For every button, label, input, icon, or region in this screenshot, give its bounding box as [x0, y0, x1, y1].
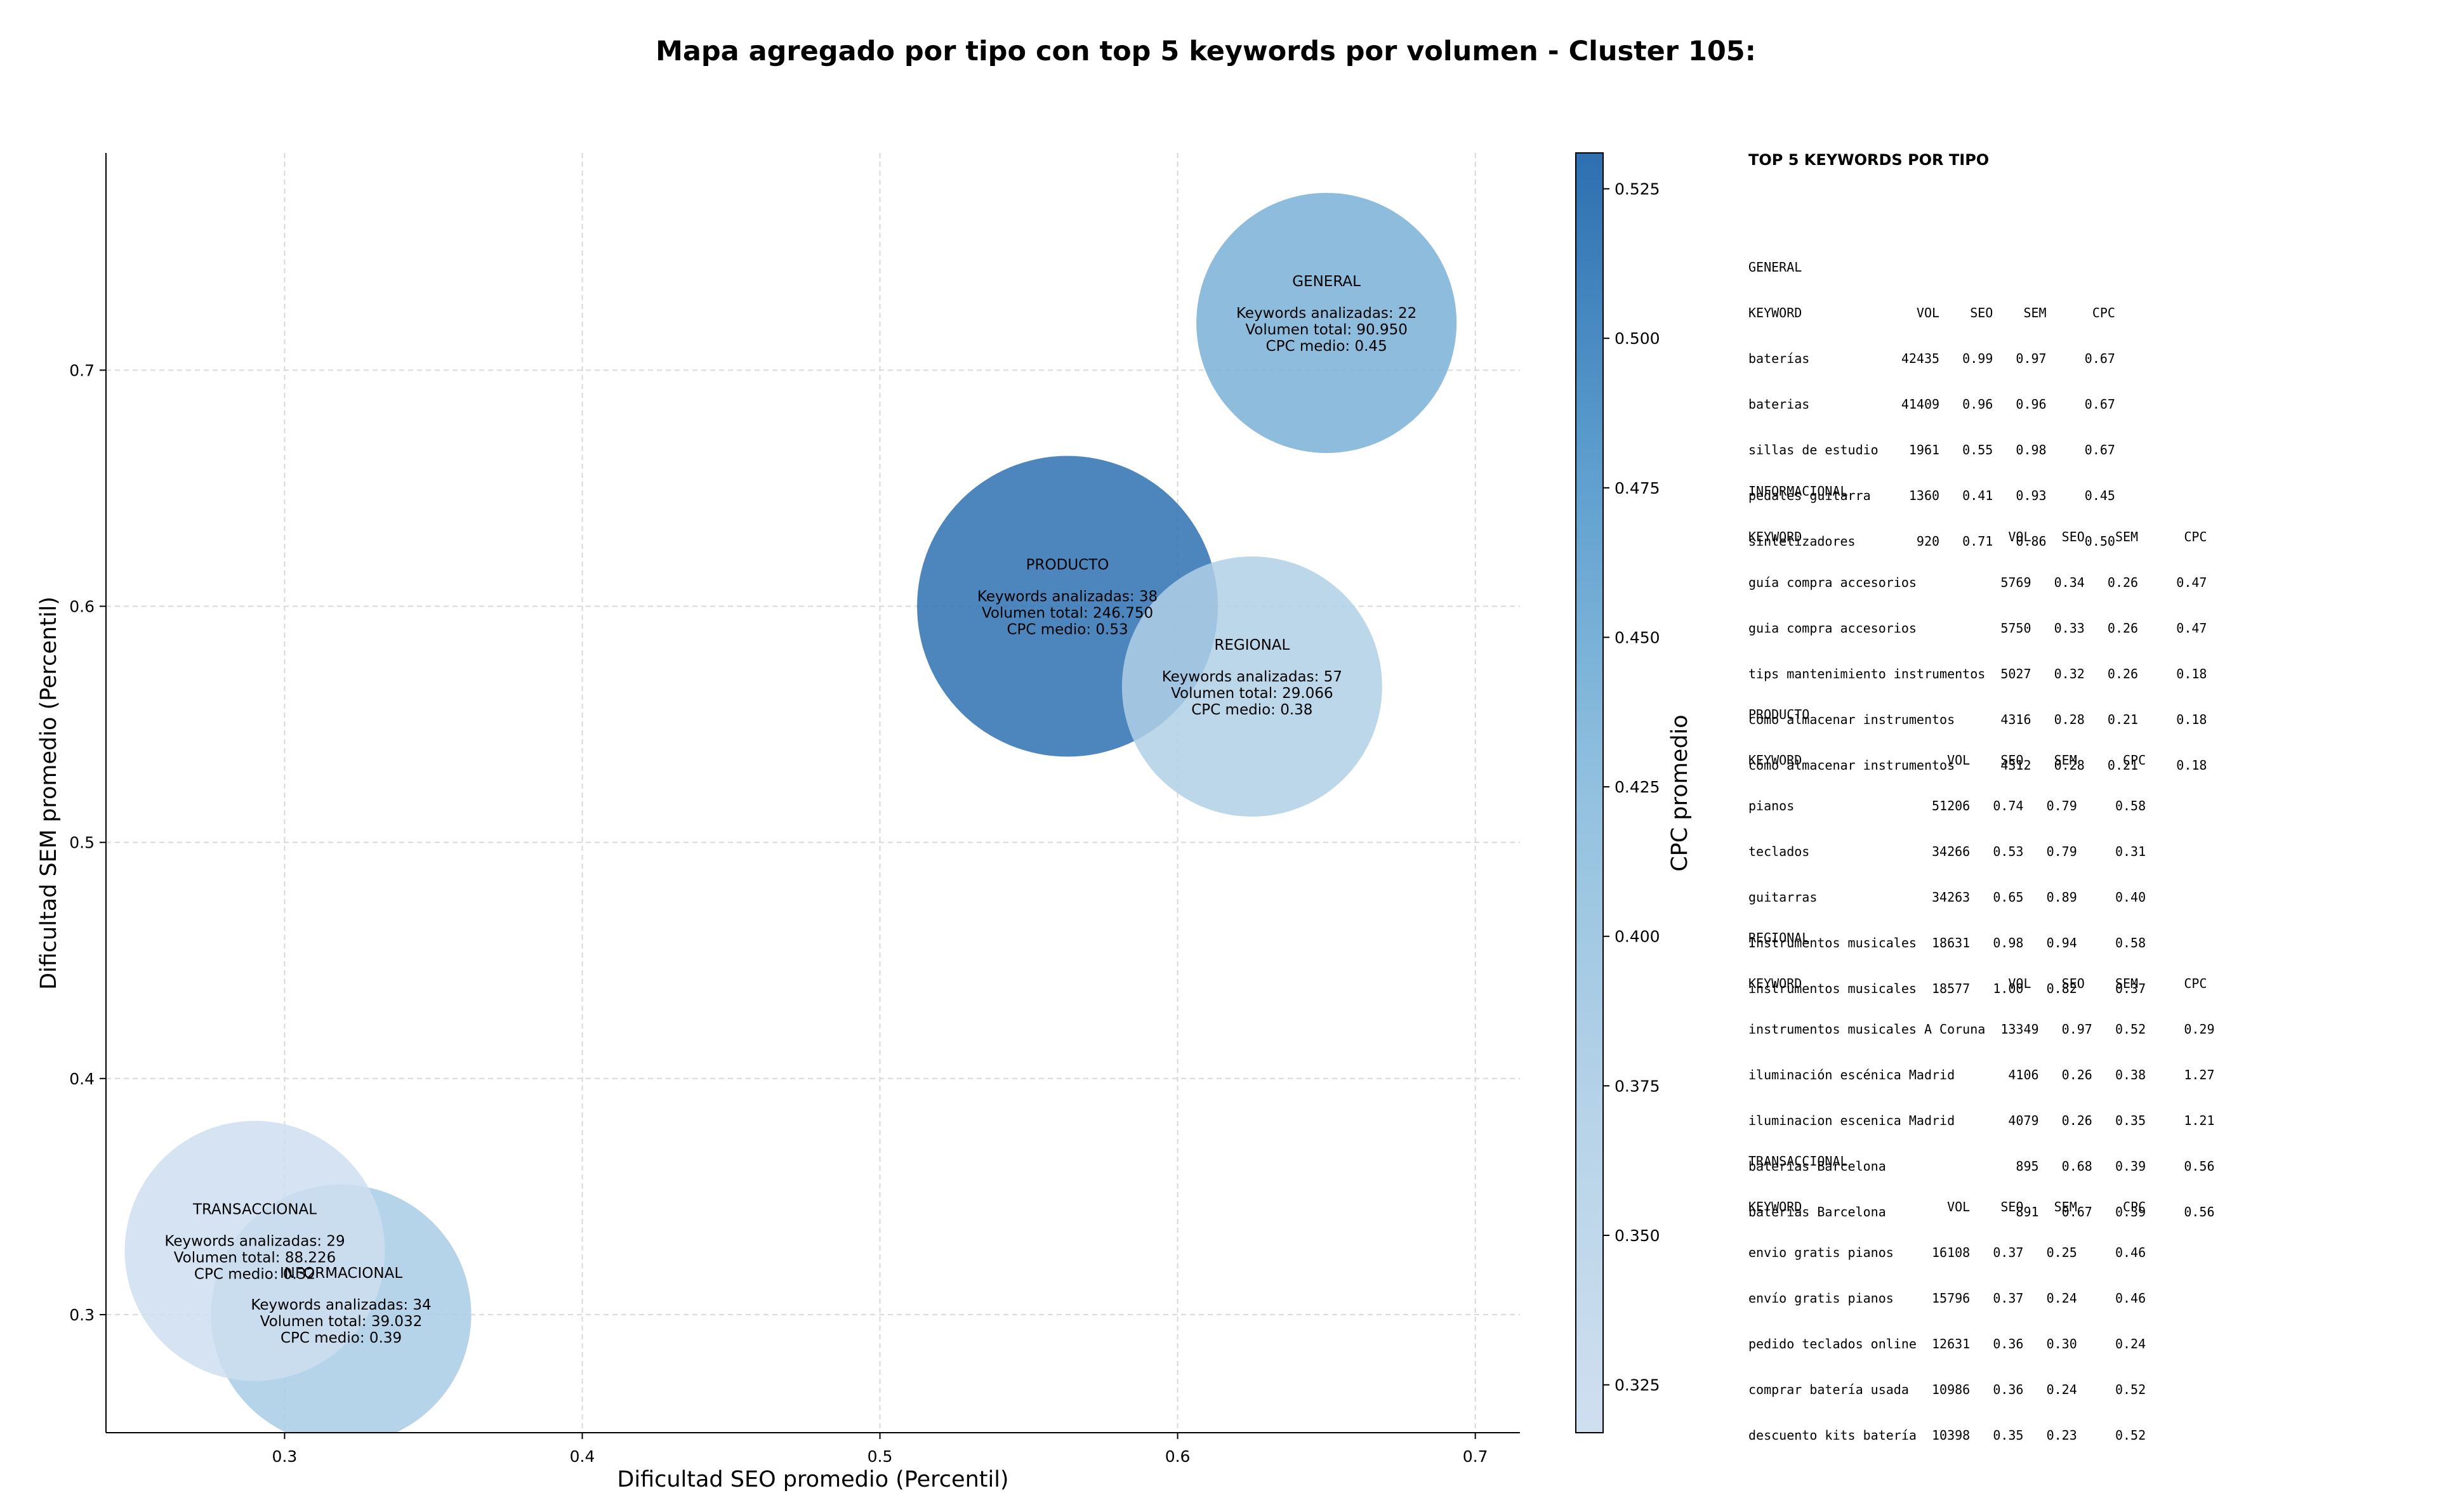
bubble-title: REGIONAL — [1214, 637, 1290, 654]
table-line: baterias 41409 0.96 0.96 0.67 — [1748, 397, 2115, 412]
chart-title: Mapa agregado por tipo con top 5 keyword… — [656, 36, 1756, 67]
bubble-label: CPC medio: 0.39 — [281, 1330, 402, 1346]
table-line: como almacenar instrumentos 4316 0.28 0.… — [1748, 712, 2207, 727]
bubble-regional — [1121, 556, 1382, 817]
table-line: iluminación escénica Madrid 4106 0.26 0.… — [1748, 1067, 2215, 1082]
table-line: baterías Barcelona 891 0.67 0.39 0.56 — [1748, 1204, 2215, 1219]
table-line: envio gratis pianos 16108 0.37 0.25 0.46 — [1748, 1245, 2146, 1260]
colorbar-label: CPC promedio — [1667, 714, 1693, 871]
bubble-label: Volumen total: 29.066 — [1171, 685, 1333, 702]
x-tick-label: 0.5 — [868, 1447, 893, 1466]
table-line: KEYWORD VOL SEO SEM CPC — [1748, 529, 2207, 544]
bubble-label: Volumen total: 246.750 — [982, 605, 1153, 622]
colorbar — [1575, 152, 1604, 1433]
bubble-label: Keywords analizadas: 38 — [977, 589, 1158, 605]
bubble-label: Keywords analizadas: 29 — [164, 1233, 345, 1249]
bubble-transaccional — [124, 1121, 385, 1381]
table-line: KEYWORD VOL SEO SEM CPC — [1748, 976, 2207, 991]
bubble-label: Volumen total: 39.032 — [260, 1313, 423, 1330]
y-tick-label: 0.4 — [69, 1070, 95, 1088]
bubble-general — [1196, 192, 1457, 453]
table-line: KEYWORD VOL SEO SEM CPC — [1748, 1199, 2146, 1214]
table-line: Instrumentos musicales 18631 0.98 0.94 0… — [1748, 935, 2146, 950]
table-line: REGIONAL — [1748, 930, 1810, 945]
bubble-title: PRODUCTO — [1026, 557, 1109, 574]
axis-ticks: 0.3 0.4 0.5 0.6 0.7 0.3 0.4 0.5 0.6 0.7 — [69, 361, 1488, 1466]
table-line: cómo almacenar instrumentos 4312 0.28 0.… — [1748, 758, 2207, 773]
bubble-title: GENERAL — [1292, 273, 1361, 290]
bubble-label: Keywords analizadas: 34 — [251, 1297, 431, 1313]
colorbar-tick-label: 0.475 — [1615, 479, 1660, 497]
table-line: GENERAL — [1748, 260, 1802, 275]
keyword-table-informacional: INFORMACIONAL KEYWORD VOL SEO SEM CPC gu… — [1748, 453, 2207, 788]
keyword-table-general: GENERAL KEYWORD VOL SEO SEM CPC baterías… — [1748, 229, 2115, 564]
table-line: instrumentos musicales 18577 1.00 0.82 0… — [1748, 981, 2146, 996]
table-line: INFORMACIONAL — [1748, 483, 1848, 499]
y-tick-label: 0.3 — [69, 1306, 95, 1324]
table-line: KEYWORD VOL SEO SEM CPC — [1748, 305, 2115, 320]
table-line: pianos 51206 0.74 0.79 0.58 — [1748, 798, 2146, 813]
table-line: sintetizadores 920 0.71 0.86 0.50 — [1748, 534, 2115, 549]
bubble-layer — [124, 192, 1457, 1433]
bubble-title: TRANSACCIONAL — [192, 1201, 317, 1218]
keyword-table-producto: PRODUCTO KEYWORD VOL SEO SEM CPC pianos … — [1748, 676, 2146, 1011]
colorbar-tick-label: 0.375 — [1615, 1077, 1660, 1095]
bubble-label: Volumen total: 90.950 — [1245, 322, 1408, 338]
bubble-label: Keywords analizadas: 22 — [1236, 305, 1417, 322]
table-line: tips mantenimiento instrumentos 5027 0.3… — [1748, 666, 2207, 681]
x-axis-label: Dificultad SEO promedio (Percentil) — [617, 1467, 1008, 1492]
table-line: instrumentos musicales A Coruna 13349 0.… — [1748, 1022, 2215, 1037]
colorbar-ticks: 0.325 0.350 0.375 0.400 0.425 0.450 0.475 0.500… — [1603, 180, 1660, 1395]
table-line: comprar batería usada 10986 0.36 0.24 0.… — [1748, 1382, 2146, 1397]
table-line: teclados 34266 0.53 0.79 0.31 — [1748, 844, 2146, 859]
y-tick-label: 0.7 — [69, 361, 95, 379]
table-line: pedales guitarra 1360 0.41 0.93 0.45 — [1748, 488, 2115, 503]
bubble-label: Volumen total: 88.226 — [174, 1249, 336, 1266]
bubble-label: CPC medio: 0.45 — [1266, 338, 1387, 355]
table-line: guía compra accesorios 5769 0.34 0.26 0.… — [1748, 575, 2207, 590]
table-line: TRANSACCIONAL — [1748, 1154, 1848, 1169]
colorbar-tick-label: 0.525 — [1615, 180, 1660, 199]
table-line: baterias Barcelona 895 0.68 0.39 0.56 — [1748, 1159, 2215, 1174]
y-tick-label: 0.6 — [69, 598, 95, 616]
x-tick-label: 0.3 — [272, 1447, 298, 1466]
colorbar-tick-label: 0.450 — [1615, 628, 1660, 647]
grid — [106, 153, 1520, 1433]
table-line: envío gratis pianos 15796 0.37 0.24 0.46 — [1748, 1291, 2146, 1306]
table-line: PRODUCTO — [1748, 707, 1810, 722]
x-tick-label: 0.7 — [1463, 1447, 1488, 1466]
bubble-label: CPC medio: 0.53 — [1007, 622, 1128, 638]
bubble-title: INFORMACIONAL — [280, 1265, 402, 1282]
colorbar-tick-label: 0.325 — [1615, 1376, 1660, 1395]
table-line: KEYWORD VOL SEO SEM CPC — [1748, 753, 2146, 768]
table-line: descuento kits batería 10398 0.35 0.23 0… — [1748, 1428, 2146, 1443]
colorbar-tick-label: 0.400 — [1615, 928, 1660, 946]
bubble-label: CPC medio: 0.32 — [194, 1266, 315, 1282]
table-line: pedido teclados online 12631 0.36 0.30 0… — [1748, 1336, 2146, 1351]
table-line: sillas de estudio 1961 0.55 0.98 0.67 — [1748, 442, 2115, 457]
x-tick-label: 0.6 — [1165, 1447, 1191, 1466]
colorbar-tick-label: 0.500 — [1615, 329, 1660, 348]
keyword-table-transaccional: TRANSACCIONAL KEYWORD VOL SEO SEM CPC en… — [1748, 1123, 2146, 1458]
table-line: guitarras 34263 0.65 0.89 0.40 — [1748, 890, 2146, 905]
side-panel-title: TOP 5 KEYWORDS POR TIPO — [1748, 151, 1990, 169]
bubble-label: CPC medio: 0.38 — [1191, 702, 1312, 718]
x-tick-label: 0.4 — [570, 1447, 595, 1466]
y-axis-label: Dificultad SEM promedio (Percentil) — [36, 596, 62, 990]
table-line: baterías 42435 0.99 0.97 0.67 — [1748, 351, 2115, 366]
table-line: guia compra accesorios 5750 0.33 0.26 0.… — [1748, 621, 2207, 636]
colorbar-tick-label: 0.425 — [1615, 778, 1660, 796]
bubble-label: Keywords analizadas: 57 — [1162, 669, 1342, 685]
keyword-table-regional: REGIONAL KEYWORD VOL SEO SEM CPC instrum… — [1748, 900, 2215, 1235]
y-tick-label: 0.5 — [69, 834, 95, 852]
colorbar-tick-label: 0.350 — [1615, 1226, 1660, 1245]
table-line: iluminacion escenica Madrid 4079 0.26 0.… — [1748, 1113, 2215, 1128]
